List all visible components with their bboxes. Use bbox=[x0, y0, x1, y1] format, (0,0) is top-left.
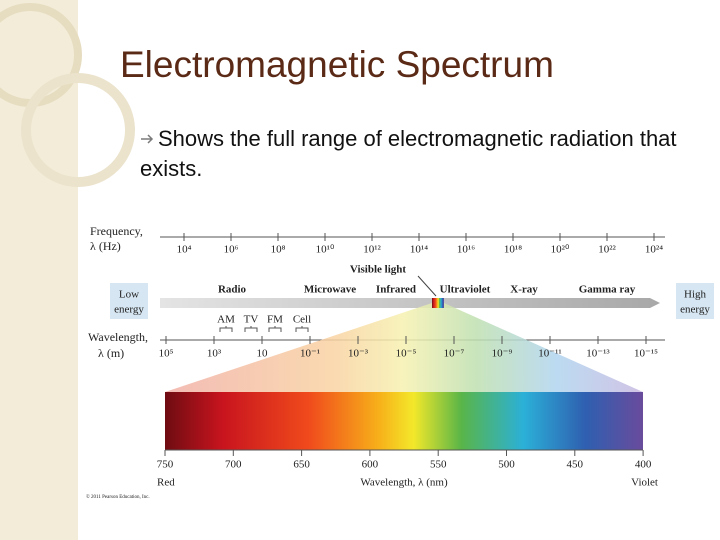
low-energy-box bbox=[110, 283, 148, 319]
violet-label: Violet bbox=[631, 477, 658, 489]
frequency-tick: 10¹⁰ bbox=[316, 244, 335, 256]
band-label: X-ray bbox=[510, 284, 538, 296]
nm-tick: 700 bbox=[225, 459, 242, 471]
wavelength-tick: 10⁻³ bbox=[348, 348, 369, 360]
high-energy-box bbox=[676, 283, 714, 319]
energy-arrow bbox=[160, 298, 660, 308]
frequency-tick: 10¹⁸ bbox=[504, 244, 522, 256]
bullet-icon bbox=[141, 134, 154, 144]
frequency-tick: 10²² bbox=[598, 244, 616, 256]
visible-fan bbox=[165, 303, 643, 392]
title: Electromagnetic Spectrum bbox=[120, 44, 554, 85]
bracket bbox=[244, 326, 258, 332]
nm-tick: 600 bbox=[362, 459, 379, 471]
band-label: Ultraviolet bbox=[440, 284, 491, 296]
frequency-label: Frequency, bbox=[90, 224, 143, 238]
frequency-tick: 10¹⁴ bbox=[410, 244, 428, 256]
red-label: Red bbox=[157, 477, 175, 489]
nm-tick: 450 bbox=[567, 459, 584, 471]
band-label: Gamma ray bbox=[579, 284, 636, 296]
wavelength-tick: 10⁵ bbox=[159, 348, 174, 360]
nm-tick: 500 bbox=[498, 459, 515, 471]
wavelength-tick: 10⁻¹⁵ bbox=[634, 348, 658, 360]
bullet-text: Shows the full range of electromagnetic … bbox=[140, 126, 677, 181]
wavelength-tick: 10⁻⁵ bbox=[396, 348, 417, 360]
low-energy: energy bbox=[114, 304, 144, 316]
nm-tick: 650 bbox=[293, 459, 310, 471]
frequency-tick: 10⁴ bbox=[177, 244, 192, 256]
wavelength-tick: 10 bbox=[257, 348, 269, 360]
nm-axis-label: Wavelength, λ (nm) bbox=[360, 477, 448, 489]
broadcast-label: Cell bbox=[293, 314, 311, 326]
high-energy: energy bbox=[680, 304, 710, 316]
nm-tick: 750 bbox=[157, 459, 174, 471]
frequency-tick: 10²⁴ bbox=[645, 244, 663, 256]
bracket bbox=[219, 326, 233, 332]
credit: © 2011 Pearson Education, Inc. bbox=[86, 494, 150, 500]
wavelength-label: λ (m) bbox=[98, 346, 124, 360]
band-label: Infrared bbox=[376, 284, 416, 296]
visible-slot bbox=[432, 298, 444, 308]
frequency-tick: 10⁸ bbox=[271, 244, 286, 256]
broadcast-label: TV bbox=[244, 314, 259, 326]
pointer bbox=[417, 275, 437, 297]
bracket bbox=[295, 326, 309, 332]
wavelength-tick: 10³ bbox=[207, 348, 222, 360]
frequency-label: λ (Hz) bbox=[90, 239, 121, 253]
nm-tick: 550 bbox=[430, 459, 447, 471]
broadcast-label: FM bbox=[267, 314, 283, 326]
spectrum-bar bbox=[165, 392, 643, 450]
wavelength-label: Wavelength, bbox=[88, 330, 148, 344]
frequency-tick: 10¹² bbox=[363, 244, 381, 256]
wavelength-tick: 10⁻⁷ bbox=[444, 348, 465, 360]
low-energy: Low bbox=[119, 289, 139, 301]
frequency-tick: 10²⁰ bbox=[551, 244, 570, 256]
band-label: Microwave bbox=[304, 284, 356, 296]
frequency-tick: 10⁶ bbox=[224, 244, 239, 256]
bracket bbox=[268, 326, 282, 332]
wavelength-tick: 10⁻⁹ bbox=[492, 348, 513, 360]
visible-label: Visible light bbox=[350, 264, 406, 276]
wavelength-tick: 10⁻¹ bbox=[300, 348, 320, 360]
band-label: Radio bbox=[218, 284, 247, 296]
wavelength-tick: 10⁻¹¹ bbox=[538, 348, 561, 360]
nm-tick: 400 bbox=[635, 459, 652, 471]
frequency-tick: 10¹⁶ bbox=[457, 244, 475, 256]
high-energy: High bbox=[684, 289, 707, 301]
broadcast-label: AM bbox=[217, 314, 235, 326]
wavelength-tick: 10⁻¹³ bbox=[586, 348, 610, 360]
decor-circle bbox=[21, 73, 135, 187]
